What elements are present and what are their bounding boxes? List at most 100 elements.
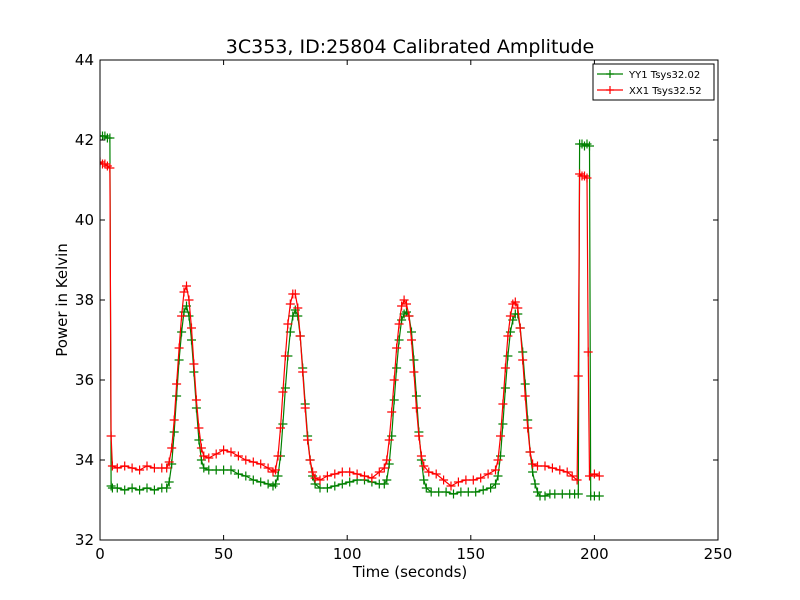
- data-point: [120, 485, 130, 495]
- data-point: [515, 323, 525, 333]
- data-point: [300, 403, 310, 413]
- data-point: [142, 461, 152, 471]
- data-point: [211, 449, 221, 459]
- data-point: [164, 477, 174, 487]
- data-point: [555, 465, 565, 475]
- data-point: [199, 451, 209, 461]
- data-point: [248, 475, 258, 485]
- data-point: [540, 491, 550, 501]
- data-point: [179, 287, 189, 297]
- data-point: [194, 423, 204, 433]
- data-point: [582, 173, 592, 183]
- data-point: [503, 351, 513, 361]
- data-point: [219, 445, 229, 455]
- data-point: [280, 351, 290, 361]
- data-point: [382, 455, 392, 465]
- data-point: [345, 467, 355, 477]
- data-point: [486, 483, 496, 493]
- series-1: [100, 131, 604, 501]
- data-point: [493, 471, 503, 481]
- data-point: [404, 311, 414, 321]
- x-axis-ticks: 0 50 100 150 200 250: [95, 60, 732, 563]
- legend-marker: [606, 86, 614, 94]
- data-point: [169, 427, 179, 437]
- x-tick-label: 100: [333, 545, 362, 563]
- data-point: [127, 483, 137, 493]
- data-point: [191, 395, 201, 405]
- plot-area: [100, 131, 604, 501]
- data-point: [315, 475, 325, 485]
- x-tick-label: 50: [214, 545, 233, 563]
- data-point: [194, 435, 204, 445]
- data-point: [431, 469, 441, 479]
- y-tick-label: 38: [75, 291, 94, 309]
- data-point: [298, 367, 308, 377]
- data-point: [589, 469, 599, 479]
- data-point: [189, 359, 199, 369]
- data-point: [547, 463, 557, 473]
- data-point: [439, 475, 449, 485]
- data-point: [414, 431, 424, 441]
- data-point: [167, 443, 177, 453]
- data-point: [293, 303, 303, 313]
- data-point: [382, 475, 392, 485]
- data-point: [162, 483, 172, 493]
- data-point: [468, 475, 478, 485]
- data-point: [285, 299, 295, 309]
- data-point: [187, 323, 196, 333]
- data-point: [379, 463, 389, 473]
- data-point: [120, 461, 130, 471]
- y-tick-label: 36: [75, 371, 94, 389]
- data-point: [177, 311, 187, 321]
- data-point: [295, 331, 305, 341]
- data-point: [573, 371, 583, 381]
- data-point: [226, 465, 236, 475]
- data-point: [241, 455, 251, 465]
- data-point: [248, 457, 258, 467]
- data-point: [402, 299, 411, 309]
- data-point: [384, 435, 394, 445]
- data-point: [135, 485, 145, 495]
- data-point: [585, 141, 594, 151]
- data-point: [411, 391, 421, 401]
- data-point: [498, 399, 508, 409]
- data-point: [567, 471, 577, 481]
- legend-marker: [606, 70, 614, 78]
- data-point: [374, 467, 384, 477]
- data-point: [411, 403, 421, 413]
- y-tick-label: 40: [75, 211, 94, 229]
- data-point: [520, 391, 530, 401]
- data-point: [290, 289, 300, 299]
- data-point: [409, 367, 419, 377]
- data-point: [540, 461, 550, 471]
- x-tick-label: 0: [95, 545, 105, 563]
- legend-label: YY1 Tsys32.02: [628, 70, 700, 81]
- data-point: [496, 431, 505, 441]
- data-point: [330, 469, 340, 479]
- data-point: [407, 335, 416, 345]
- data-point: [273, 451, 283, 461]
- data-point: [360, 471, 369, 481]
- data-point: [500, 383, 510, 393]
- data-point: [174, 355, 184, 365]
- data-point: [424, 467, 434, 477]
- data-point: [394, 335, 404, 345]
- data-point: [491, 465, 500, 475]
- data-point: [367, 473, 377, 483]
- data-point: [528, 459, 538, 469]
- data-point: [453, 477, 463, 487]
- legend-box: [592, 63, 715, 101]
- data-point: [310, 473, 320, 483]
- data-point: [573, 489, 583, 499]
- data-point: [394, 319, 404, 329]
- data-point: [513, 303, 523, 313]
- data-point: [352, 469, 362, 479]
- data-point: [226, 447, 236, 457]
- data-point: [500, 363, 510, 373]
- data-point: [199, 463, 209, 473]
- y-tick-label: 44: [75, 51, 94, 69]
- data-point: [276, 423, 285, 433]
- data-point: [322, 483, 332, 493]
- data-point: [510, 297, 520, 307]
- y-tick-label: 34: [75, 451, 94, 469]
